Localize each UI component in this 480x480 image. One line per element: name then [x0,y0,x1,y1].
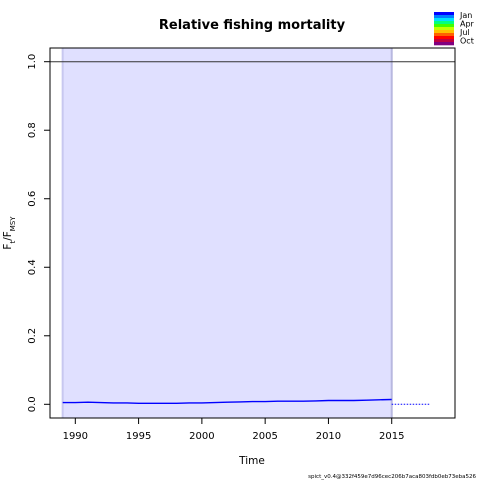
legend-color-swatch [434,24,454,28]
y-tick-label: 0.0 [27,396,38,412]
legend-color-swatch [434,30,454,34]
legend-color-swatch [434,27,454,31]
series-layer [62,398,430,405]
legend-color-swatch [434,36,454,40]
x-axis-label: Time [238,455,265,467]
legend-color-swatch [434,18,454,22]
y-axis-label: Ft/FMSY [2,216,17,250]
x-tick-label: 1990 [63,431,88,442]
estimate-line [62,398,392,404]
x-tick-label: 2010 [316,431,341,442]
x-tick-label: 1995 [126,431,151,442]
legend-color-swatch [434,12,454,16]
x-tick-label: 2015 [379,431,404,442]
confidence-band-layer [61,48,393,418]
legend-color-bar [434,12,454,46]
legend-color-swatch [434,39,454,43]
legend-color-swatch [434,15,454,19]
y-tick-label: 0.2 [27,328,38,344]
y-tick-label: 1.0 [27,54,38,70]
legend-color-swatch [434,21,454,25]
legend-label: Jan [459,11,472,20]
x-tick-label: 2005 [252,431,277,442]
footnote: spict_v0.4@332f459e7d96cec206b7aca803fdb… [308,474,476,480]
legend-color-swatch [434,33,454,37]
x-tick-label: 2000 [189,431,214,442]
y-axis: 0.0 0.2 0.4 0.6 0.8 1.0 [27,54,50,412]
legend-color-swatch [434,42,454,46]
y-tick-label: 0.8 [27,122,38,138]
plot-frame [49,47,456,419]
legend-label: Jul [459,28,470,37]
legend-label: Oct [460,37,474,46]
legend-label: Apr [460,20,475,29]
y-tick-label: 0.6 [27,191,38,207]
x-axis: 1990 1995 2000 2005 2010 2015 [63,418,404,442]
y-tick-label: 0.4 [27,259,38,275]
confidence-band [62,48,392,418]
chart-title: Relative fishing mortality [159,18,346,33]
